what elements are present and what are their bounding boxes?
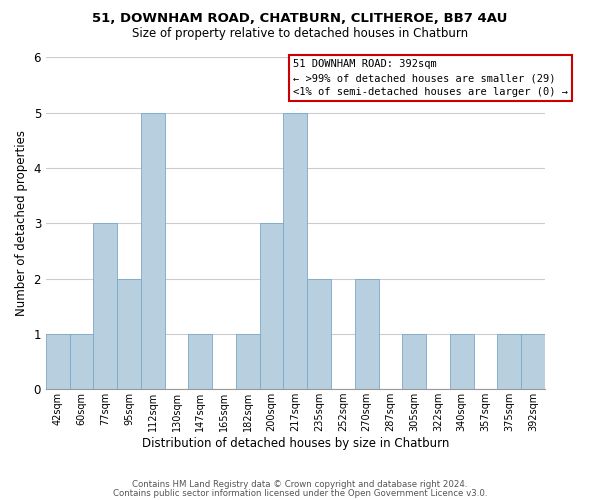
Bar <box>402 334 426 389</box>
X-axis label: Distribution of detached houses by size in Chatburn: Distribution of detached houses by size … <box>142 437 449 450</box>
Text: 51, DOWNHAM ROAD, CHATBURN, CLITHEROE, BB7 4AU: 51, DOWNHAM ROAD, CHATBURN, CLITHEROE, B… <box>92 12 508 26</box>
Bar <box>46 334 70 389</box>
Bar <box>117 278 141 389</box>
Bar <box>70 334 94 389</box>
Bar <box>141 113 165 389</box>
Text: Contains HM Land Registry data © Crown copyright and database right 2024.: Contains HM Land Registry data © Crown c… <box>132 480 468 489</box>
Bar <box>521 334 545 389</box>
Bar <box>307 278 331 389</box>
Bar <box>283 113 307 389</box>
Bar <box>188 334 212 389</box>
Y-axis label: Number of detached properties: Number of detached properties <box>15 130 28 316</box>
Text: Size of property relative to detached houses in Chatburn: Size of property relative to detached ho… <box>132 28 468 40</box>
Text: 51 DOWNHAM ROAD: 392sqm
← >99% of detached houses are smaller (29)
<1% of semi-d: 51 DOWNHAM ROAD: 392sqm ← >99% of detach… <box>293 59 568 97</box>
Bar <box>94 224 117 389</box>
Bar <box>497 334 521 389</box>
Bar <box>450 334 473 389</box>
Bar <box>355 278 379 389</box>
Bar <box>260 224 283 389</box>
Bar <box>236 334 260 389</box>
Text: Contains public sector information licensed under the Open Government Licence v3: Contains public sector information licen… <box>113 488 487 498</box>
